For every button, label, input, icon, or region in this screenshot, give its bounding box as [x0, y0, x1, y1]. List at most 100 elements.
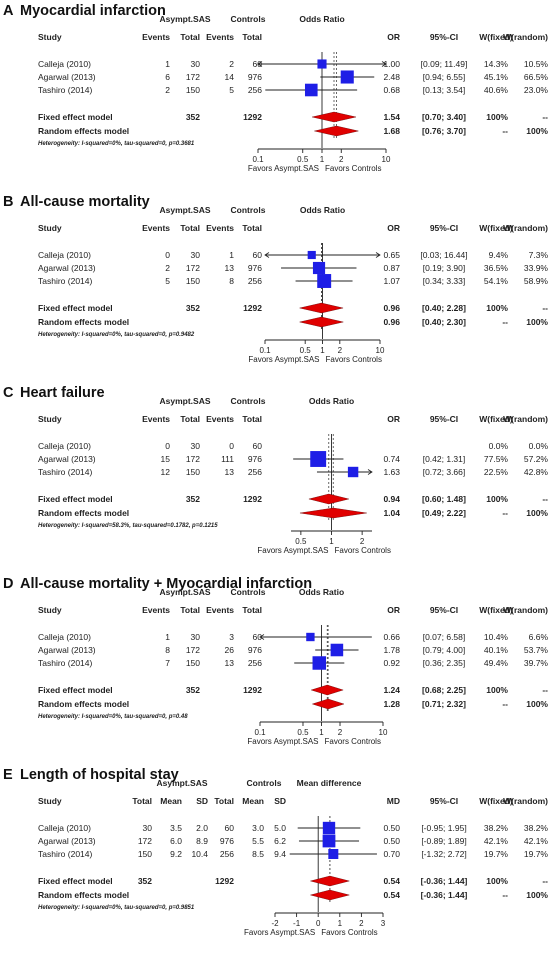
study-ci: [0.19; 3.90]: [423, 263, 466, 273]
study-weight-box: [347, 466, 359, 478]
study-weight-fixed: 40.1%: [484, 645, 509, 655]
study-cell: 1: [229, 250, 234, 260]
study-cell: 8.9: [196, 836, 208, 846]
column-header: Mean: [242, 796, 264, 806]
panel-title: All-cause mortality: [20, 194, 150, 210]
group-header-controls: Controls: [231, 396, 266, 406]
fixed-estimate: 0.54: [383, 876, 400, 886]
study-estimate: 0.50: [383, 823, 400, 833]
study-cell: 5: [229, 85, 234, 95]
study-estimate: 0.74: [383, 454, 400, 464]
group-header-exposed: Asympt.SAS: [159, 587, 210, 597]
column-header: W(fixed): [479, 414, 513, 424]
fixed-ci: [0.70; 3.40]: [422, 112, 466, 122]
fixed-effect-diamond: [310, 875, 350, 887]
column-header: W(fixed): [479, 796, 513, 806]
column-header: Events: [206, 414, 234, 424]
column-header: Total: [242, 605, 262, 615]
column-header: Total: [242, 32, 262, 42]
x-tick-label: 1: [338, 919, 343, 928]
study-cell: 8.5: [252, 849, 264, 859]
x-tick-label: 0.1: [259, 346, 271, 355]
random-weight-fixed: --: [502, 890, 508, 900]
heterogeneity-text: Heterogeneity: I-squared=58.3%, tau-squa…: [38, 523, 218, 529]
random-ci: [0.49; 2.22]: [422, 508, 466, 518]
fixed-weight-random: --: [542, 303, 548, 313]
column-header: Events: [206, 32, 234, 42]
x-tick-label: 10: [382, 155, 391, 164]
study-estimate: 0.70: [383, 849, 400, 859]
study-weight-box: [304, 83, 318, 97]
study-cell: 9.2: [170, 849, 182, 859]
study-cell: 2.0: [196, 823, 208, 833]
column-header: 95%-CI: [430, 223, 458, 233]
study-cell: 0: [229, 441, 234, 451]
study-cell: 2: [165, 263, 170, 273]
study-estimate: 1.07: [383, 276, 400, 286]
column-header: Total: [242, 223, 262, 233]
measure-label: Odds Ratio: [309, 396, 354, 406]
study-cell: 8: [229, 276, 234, 286]
column-header: W(fixed): [479, 32, 513, 42]
study-ci: [0.07; 6.58]: [423, 632, 466, 642]
study-weight-box: [312, 261, 326, 275]
fixed-weight-fixed: 100%: [486, 876, 508, 886]
study-ci-arrow: [259, 634, 265, 640]
fixed-ci: [0.68; 2.25]: [422, 685, 466, 695]
random-effects-diamond: [311, 698, 345, 710]
heterogeneity-text: Heterogeneity: I-squared=0%, tau-squared…: [38, 332, 195, 338]
study-weight-box: [322, 834, 336, 848]
study-ci: [0.72; 3.66]: [423, 467, 466, 477]
study-name: Tashiro (2014): [38, 849, 93, 859]
column-header: W(random): [503, 32, 548, 42]
random-model-label: Random effects model: [38, 317, 129, 327]
column-header: Events: [206, 223, 234, 233]
random-model-label: Random effects model: [38, 126, 129, 136]
study-estimate: 1.63: [383, 467, 400, 477]
column-header: W(fixed): [479, 605, 513, 615]
column-header: Total: [180, 32, 200, 42]
study-name: Calleja (2010): [38, 59, 91, 69]
x-tick-label: 0: [316, 919, 321, 928]
study-name: Agarwal (2013): [38, 454, 96, 464]
study-ci: [0.13; 3.54]: [423, 85, 466, 95]
column-header: W(random): [503, 414, 548, 424]
heterogeneity-text: Heterogeneity: I-squared=0%, tau-squared…: [38, 141, 195, 147]
random-model-label: Random effects model: [38, 508, 129, 518]
study-weight-fixed: 38.2%: [484, 823, 509, 833]
fixed-model-label: Fixed effect model: [38, 494, 113, 504]
study-cell: 5: [165, 276, 170, 286]
favors-left-label: Favors Asympt.SAS: [247, 737, 318, 746]
column-header: W(fixed): [479, 223, 513, 233]
fixed-effect-diamond: [299, 302, 344, 314]
fixed-estimate: 0.94: [383, 494, 400, 504]
random-weight-random: 100%: [526, 508, 548, 518]
column-header: Study: [38, 32, 62, 42]
study-weight-random: 7.3%: [529, 250, 549, 260]
fixed-weight-fixed: 100%: [486, 685, 508, 695]
fixed-model-label: Fixed effect model: [38, 876, 113, 886]
study-name: Tashiro (2014): [38, 276, 93, 286]
column-header: OR: [387, 605, 400, 615]
fixed-model-label: Fixed effect model: [38, 685, 113, 695]
random-weight-random: 100%: [526, 317, 548, 327]
fixed-weight-random: --: [542, 112, 548, 122]
favors-left-label: Favors Asympt.SAS: [244, 928, 315, 937]
favors-right-label: Favors Controls: [335, 546, 391, 555]
study-name: Tashiro (2014): [38, 658, 93, 668]
study-weight-fixed: 19.7%: [484, 849, 509, 859]
random-weight-fixed: --: [502, 508, 508, 518]
random-ci: [-0.36; 1.44]: [421, 890, 468, 900]
random-estimate: 0.54: [383, 890, 400, 900]
column-header: SD: [196, 796, 208, 806]
favors-right-label: Favors Controls: [325, 737, 381, 746]
fixed-total-exposed: 352: [186, 685, 200, 695]
study-weight-random: 66.5%: [524, 72, 549, 82]
random-weight-random: 100%: [526, 699, 548, 709]
study-cell: 976: [248, 263, 262, 273]
column-header: OR: [387, 32, 400, 42]
study-cell: 30: [143, 823, 153, 833]
study-weight-fixed: 54.1%: [484, 276, 509, 286]
fixed-weight-random: --: [542, 685, 548, 695]
study-cell: 8: [165, 645, 170, 655]
